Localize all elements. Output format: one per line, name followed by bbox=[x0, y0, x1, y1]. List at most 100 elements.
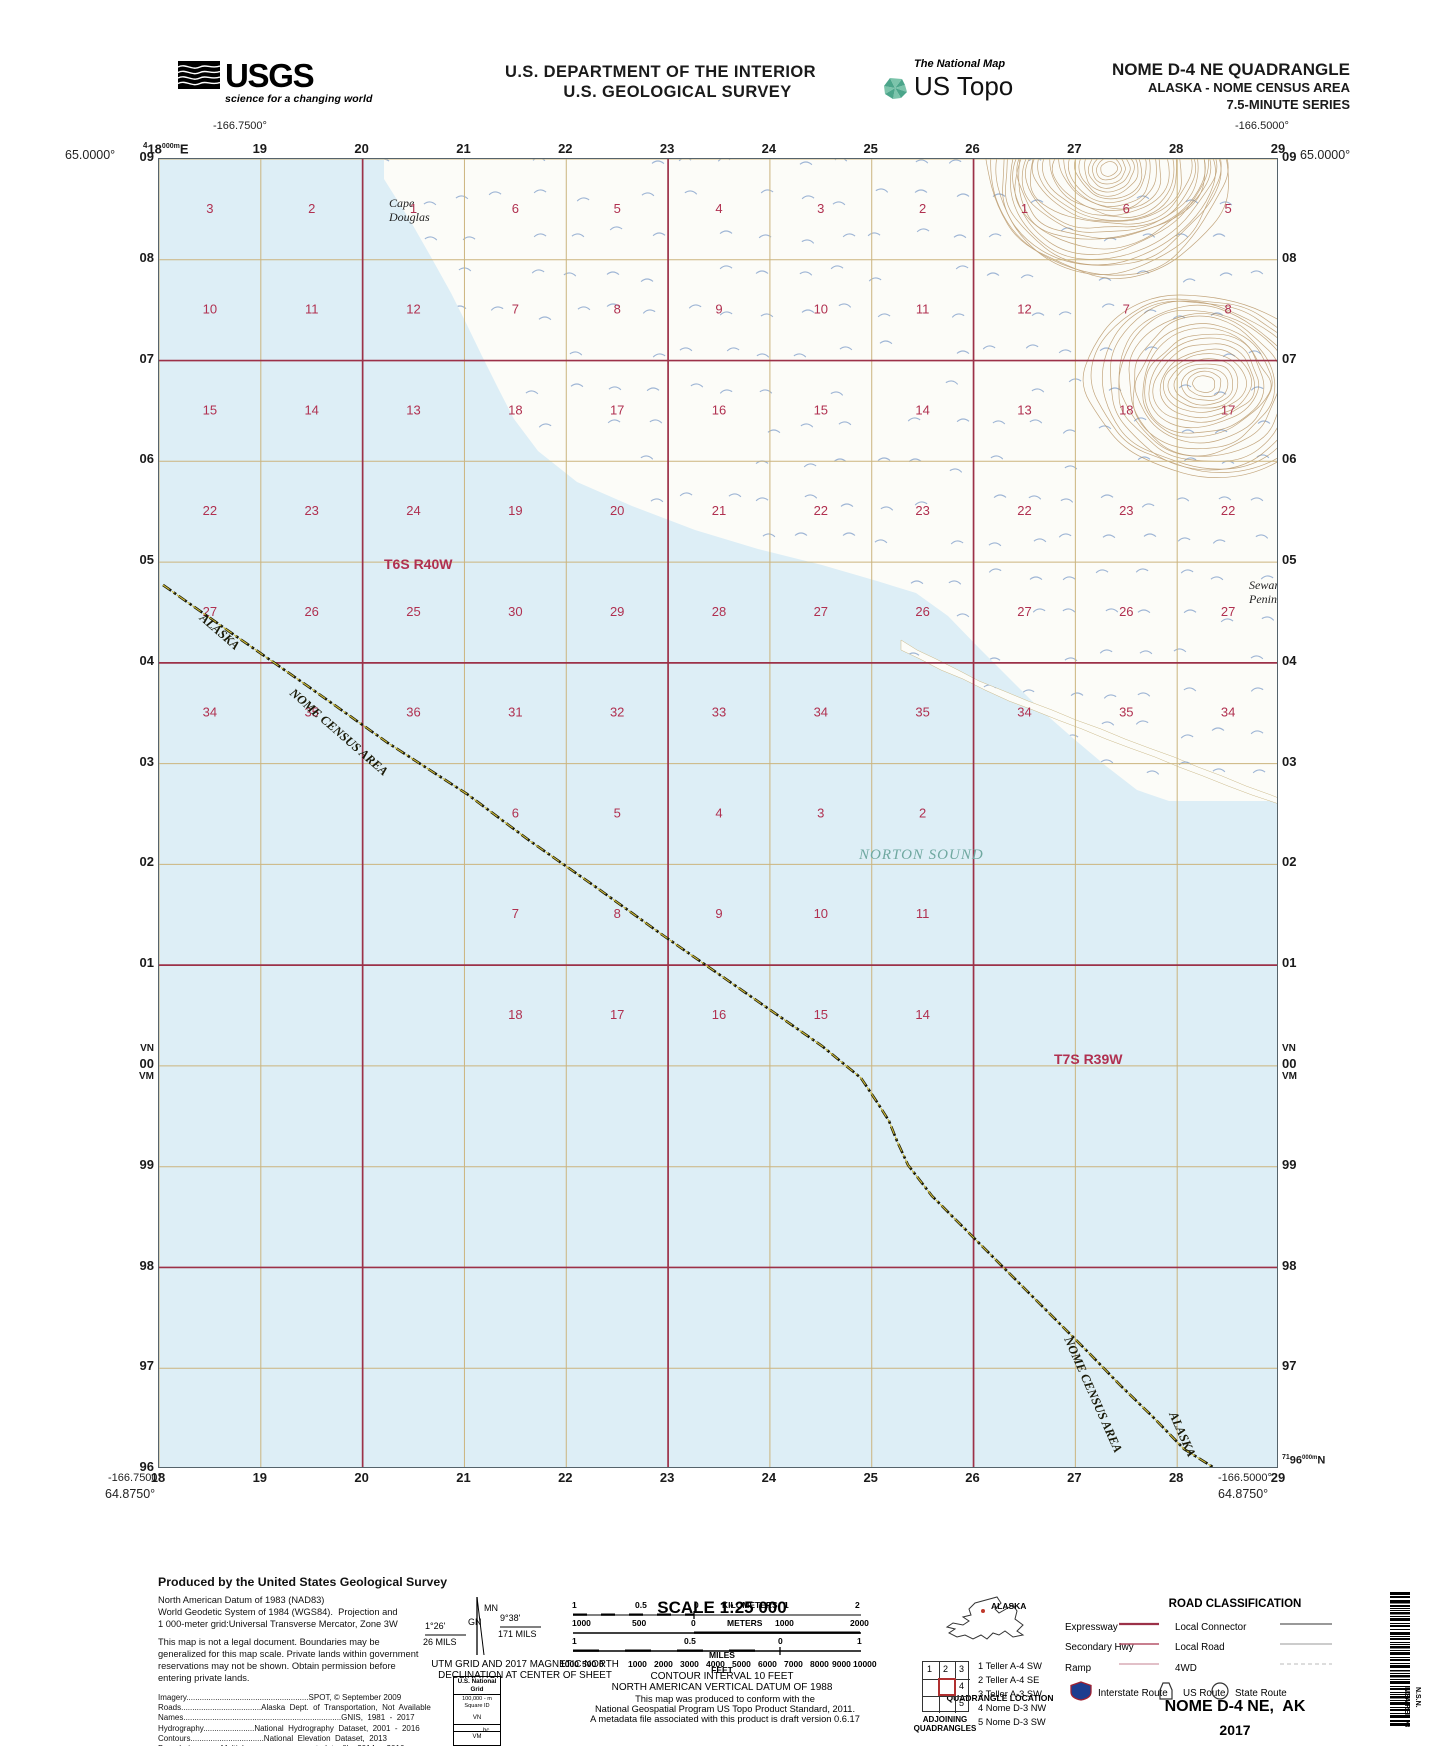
svg-text:11: 11 bbox=[916, 906, 930, 921]
svg-text:5: 5 bbox=[1224, 201, 1231, 216]
svg-text:2: 2 bbox=[855, 1600, 860, 1610]
svg-text:21: 21 bbox=[712, 503, 726, 518]
svg-text:22: 22 bbox=[1221, 503, 1235, 518]
svg-text:34: 34 bbox=[1017, 705, 1031, 720]
svg-text:14: 14 bbox=[915, 1007, 929, 1022]
svg-text:34: 34 bbox=[814, 705, 828, 720]
svg-text:7: 7 bbox=[512, 906, 519, 921]
svg-text:ALASKA: ALASKA bbox=[991, 1601, 1026, 1611]
svg-text:3: 3 bbox=[206, 201, 213, 216]
svg-text:4: 4 bbox=[715, 805, 722, 820]
svg-text:27: 27 bbox=[814, 604, 828, 619]
svg-text:18: 18 bbox=[508, 402, 522, 417]
svg-text:10: 10 bbox=[203, 302, 217, 317]
svg-text:16: 16 bbox=[712, 402, 726, 417]
svg-text:29: 29 bbox=[610, 604, 624, 619]
svg-text:5: 5 bbox=[614, 805, 621, 820]
svg-text:0.5: 0.5 bbox=[684, 1636, 696, 1646]
svg-text:27: 27 bbox=[1221, 604, 1235, 619]
svg-text:500: 500 bbox=[632, 1618, 646, 1628]
svg-text:25: 25 bbox=[406, 604, 420, 619]
svg-text:27: 27 bbox=[203, 604, 217, 619]
svg-text:9: 9 bbox=[715, 302, 722, 317]
svg-text:26: 26 bbox=[915, 604, 929, 619]
svg-text:15: 15 bbox=[814, 402, 828, 417]
svg-text:22: 22 bbox=[1017, 503, 1031, 518]
svg-text:9: 9 bbox=[715, 906, 722, 921]
svg-text:MN: MN bbox=[484, 1603, 498, 1613]
svg-text:36: 36 bbox=[406, 705, 420, 720]
svg-text:11: 11 bbox=[916, 302, 930, 317]
svg-text:26: 26 bbox=[304, 604, 318, 619]
svg-text:32: 32 bbox=[610, 705, 624, 720]
svg-text:1: 1 bbox=[857, 1636, 862, 1646]
svg-text:35: 35 bbox=[915, 705, 929, 720]
svg-text:7: 7 bbox=[512, 302, 519, 317]
svg-text:NGA REF NO. USGSX25K343894: NGA REF NO. USGSX25K343894 bbox=[1403, 1687, 1410, 1727]
svg-text:15: 15 bbox=[814, 1007, 828, 1022]
svg-text:3: 3 bbox=[817, 201, 824, 216]
svg-text:14: 14 bbox=[915, 402, 929, 417]
svg-text:10: 10 bbox=[814, 302, 828, 317]
svg-text:33: 33 bbox=[712, 705, 726, 720]
svg-text:METERS: METERS bbox=[727, 1618, 763, 1628]
svg-text:31: 31 bbox=[508, 705, 522, 720]
svg-text:16: 16 bbox=[712, 1007, 726, 1022]
svg-text:17: 17 bbox=[610, 1007, 624, 1022]
svg-text:20: 20 bbox=[610, 503, 624, 518]
svg-text:6: 6 bbox=[1123, 201, 1130, 216]
svg-text:4: 4 bbox=[715, 201, 722, 216]
svg-text:22: 22 bbox=[203, 503, 217, 518]
svg-text:1: 1 bbox=[1021, 201, 1028, 216]
svg-text:1: 1 bbox=[572, 1636, 577, 1646]
svg-text:1: 1 bbox=[572, 1600, 577, 1610]
svg-text:14: 14 bbox=[304, 402, 318, 417]
svg-text:13: 13 bbox=[1017, 402, 1031, 417]
svg-text:7: 7 bbox=[1123, 302, 1130, 317]
svg-text:1: 1 bbox=[784, 1600, 789, 1610]
svg-text:13: 13 bbox=[406, 402, 420, 417]
svg-text:23: 23 bbox=[304, 503, 318, 518]
svg-text:8: 8 bbox=[614, 906, 621, 921]
svg-text:1000: 1000 bbox=[775, 1618, 794, 1628]
svg-text:2: 2 bbox=[308, 201, 315, 216]
svg-text:3: 3 bbox=[817, 805, 824, 820]
svg-text:17: 17 bbox=[1221, 402, 1235, 417]
svg-text:19: 19 bbox=[508, 503, 522, 518]
svg-text:171 MILS: 171 MILS bbox=[498, 1629, 537, 1639]
svg-text:11: 11 bbox=[305, 302, 319, 317]
svg-text:23: 23 bbox=[1119, 503, 1133, 518]
svg-text:22: 22 bbox=[814, 503, 828, 518]
svg-text:5: 5 bbox=[614, 201, 621, 216]
svg-text:KILOMETERS: KILOMETERS bbox=[722, 1600, 778, 1610]
svg-text:27: 27 bbox=[1017, 604, 1031, 619]
svg-text:GN: GN bbox=[468, 1617, 482, 1627]
svg-text:12: 12 bbox=[1017, 302, 1031, 317]
svg-text:1000: 1000 bbox=[572, 1618, 591, 1628]
svg-text:34: 34 bbox=[1221, 705, 1235, 720]
svg-text:24: 24 bbox=[406, 503, 420, 518]
svg-text:2: 2 bbox=[919, 201, 926, 216]
svg-text:26: 26 bbox=[1119, 604, 1133, 619]
svg-text:0: 0 bbox=[778, 1636, 783, 1646]
svg-text:6: 6 bbox=[512, 805, 519, 820]
svg-text:10: 10 bbox=[814, 906, 828, 921]
svg-text:2000: 2000 bbox=[850, 1618, 869, 1628]
svg-text:6: 6 bbox=[512, 201, 519, 216]
svg-text:0: 0 bbox=[694, 1600, 699, 1610]
svg-text:15: 15 bbox=[203, 402, 217, 417]
svg-text:23: 23 bbox=[915, 503, 929, 518]
svg-text:17: 17 bbox=[610, 402, 624, 417]
svg-text:34: 34 bbox=[203, 705, 217, 720]
svg-text:1°26': 1°26' bbox=[425, 1621, 446, 1631]
svg-text:26 MILS: 26 MILS bbox=[423, 1637, 457, 1647]
svg-text:28: 28 bbox=[712, 604, 726, 619]
svg-text:35: 35 bbox=[1119, 705, 1133, 720]
svg-text:18: 18 bbox=[508, 1007, 522, 1022]
svg-text:8: 8 bbox=[1224, 302, 1231, 317]
svg-text:0: 0 bbox=[691, 1618, 696, 1628]
svg-text:9°38': 9°38' bbox=[500, 1613, 521, 1623]
svg-text:N.S.N.: N.S.N. bbox=[1414, 1687, 1421, 1708]
svg-text:8: 8 bbox=[614, 302, 621, 317]
svg-text:2: 2 bbox=[919, 805, 926, 820]
